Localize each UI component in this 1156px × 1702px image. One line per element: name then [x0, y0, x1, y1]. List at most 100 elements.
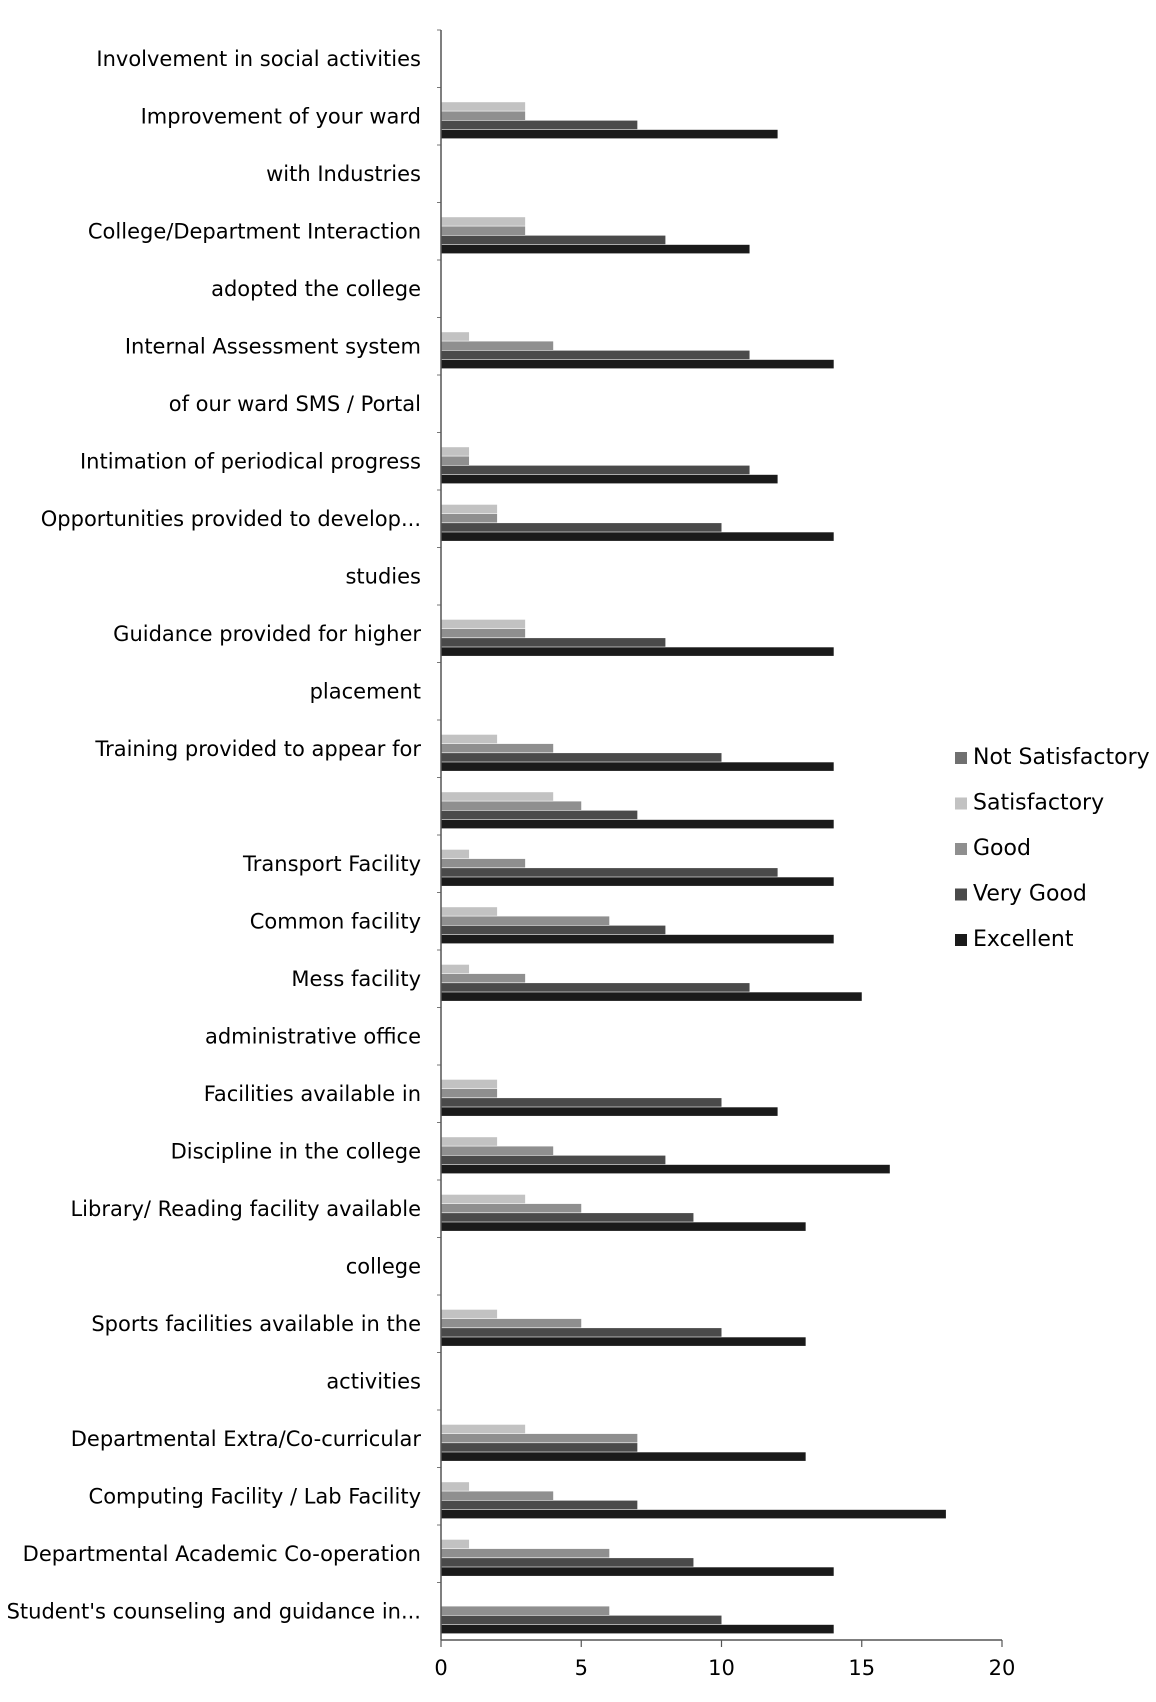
legend-label: Good [973, 836, 1031, 861]
bar-good [441, 1491, 554, 1500]
x-tick-label: 15 [848, 1656, 875, 1680]
bar-satisfactory [441, 1424, 526, 1434]
category-label: Facilities available in [204, 1082, 421, 1106]
bar-very-good [441, 868, 778, 877]
bar-good [441, 858, 526, 868]
bar-very-good [441, 1500, 638, 1510]
category-label: Student's counseling and guidance in... [7, 1599, 421, 1623]
bar-good [441, 916, 610, 925]
bar-very-good [441, 465, 750, 475]
category-label: administrative office [205, 1024, 421, 1048]
category-label: studies [345, 564, 421, 588]
legend-swatch [955, 752, 967, 764]
x-tick-label: 10 [708, 1656, 735, 1680]
legend-swatch [955, 934, 967, 946]
bar-good [441, 513, 498, 523]
legend-label: Not Satisfactory [973, 745, 1150, 770]
bar-excellent [441, 532, 834, 541]
category-label: Computing Facility / Lab Facility [89, 1484, 421, 1508]
bar-excellent [441, 474, 778, 484]
category-label: adopted the college [211, 277, 421, 301]
category-labels: Involvement in social activities Improvem… [7, 29, 441, 1623]
category-label: Departmental Extra/Co-curricular [71, 1427, 422, 1451]
bar-very-good [441, 1615, 722, 1625]
bar-good [441, 341, 554, 350]
bar-very-good [441, 810, 638, 820]
category-label: College/Department Interaction [88, 219, 421, 243]
category-label: Transport Facility [242, 852, 421, 876]
bar-good [441, 456, 470, 465]
bar-excellent [441, 992, 862, 1001]
bar-good [441, 1088, 498, 1098]
bar-good [441, 1203, 582, 1213]
bar-excellent [441, 1164, 890, 1174]
category-label: Internal Assessment system [125, 334, 421, 358]
bar-good [441, 111, 526, 120]
category-label: placement [310, 679, 421, 703]
category-label: Intimation of periodical progress [80, 449, 421, 473]
bar-good [441, 743, 554, 753]
bar-good [441, 973, 526, 983]
bar-very-good [441, 1443, 638, 1452]
bar-very-good [441, 523, 722, 532]
legend-swatch [955, 843, 967, 855]
category-label: Discipline in the college [171, 1139, 421, 1163]
bar-very-good [441, 638, 666, 647]
bar-excellent [441, 129, 778, 139]
category-label: Opportunities provided to develop... [41, 507, 421, 531]
legend-label: Very Good [973, 882, 1087, 907]
category-label: Training provided to appear for [94, 737, 421, 761]
bar-very-good [441, 350, 750, 360]
bar-good [441, 1548, 610, 1558]
category-label: Guidance provided for higher [113, 622, 421, 646]
bar-satisfactory [441, 217, 526, 226]
bar-very-good [441, 1155, 666, 1165]
bar-satisfactory [441, 504, 498, 514]
bar-very-good [441, 1558, 694, 1567]
legend-swatch [955, 797, 967, 810]
bar-good [441, 801, 582, 810]
bar-satisfactory [441, 1079, 498, 1089]
bar-excellent [441, 1567, 834, 1576]
bar-excellent [441, 647, 834, 656]
bar-satisfactory [441, 734, 498, 744]
bar-very-good [441, 1213, 694, 1222]
category-label: college [346, 1254, 421, 1278]
legend-label: Excellent [973, 927, 1074, 952]
bar-excellent [441, 934, 834, 944]
x-tick-label: 20 [989, 1656, 1016, 1680]
bar-satisfactory [441, 447, 470, 456]
category-label: Departmental Academic Co-operation [23, 1542, 421, 1566]
bar-good [441, 1318, 582, 1328]
bar-excellent [441, 244, 750, 254]
bar-excellent [441, 1509, 946, 1519]
bars-group [441, 102, 946, 1634]
bar-satisfactory [441, 332, 470, 341]
bar-excellent [441, 819, 834, 829]
bar-very-good [441, 925, 666, 935]
category-label: Library/ Reading facility available [70, 1197, 421, 1221]
bar-satisfactory [441, 1194, 526, 1204]
bar-satisfactory [441, 1482, 470, 1491]
bar-good [441, 1606, 610, 1615]
bar-excellent [441, 762, 834, 771]
bar-satisfactory [441, 964, 470, 974]
x-axis-ticks: 0 5 10 15 20 [434, 1640, 1015, 1680]
category-label: Improvement of your ward [141, 104, 421, 128]
bar-excellent [441, 1337, 806, 1346]
category-label: activities [326, 1369, 421, 1393]
bar-good [441, 628, 526, 638]
bar-very-good [441, 235, 666, 245]
bar-good [441, 226, 526, 235]
bar-very-good [441, 753, 722, 762]
bar-very-good [441, 1328, 722, 1337]
category-label: Sports facilities available in the [91, 1312, 421, 1336]
legend-swatch [955, 888, 967, 901]
bar-satisfactory [441, 1309, 498, 1319]
bar-excellent [441, 1222, 806, 1231]
legend-label: Satisfactory [973, 791, 1104, 816]
bar-satisfactory [441, 619, 526, 629]
x-tick-label: 0 [434, 1656, 447, 1680]
bar-very-good [441, 1098, 722, 1107]
